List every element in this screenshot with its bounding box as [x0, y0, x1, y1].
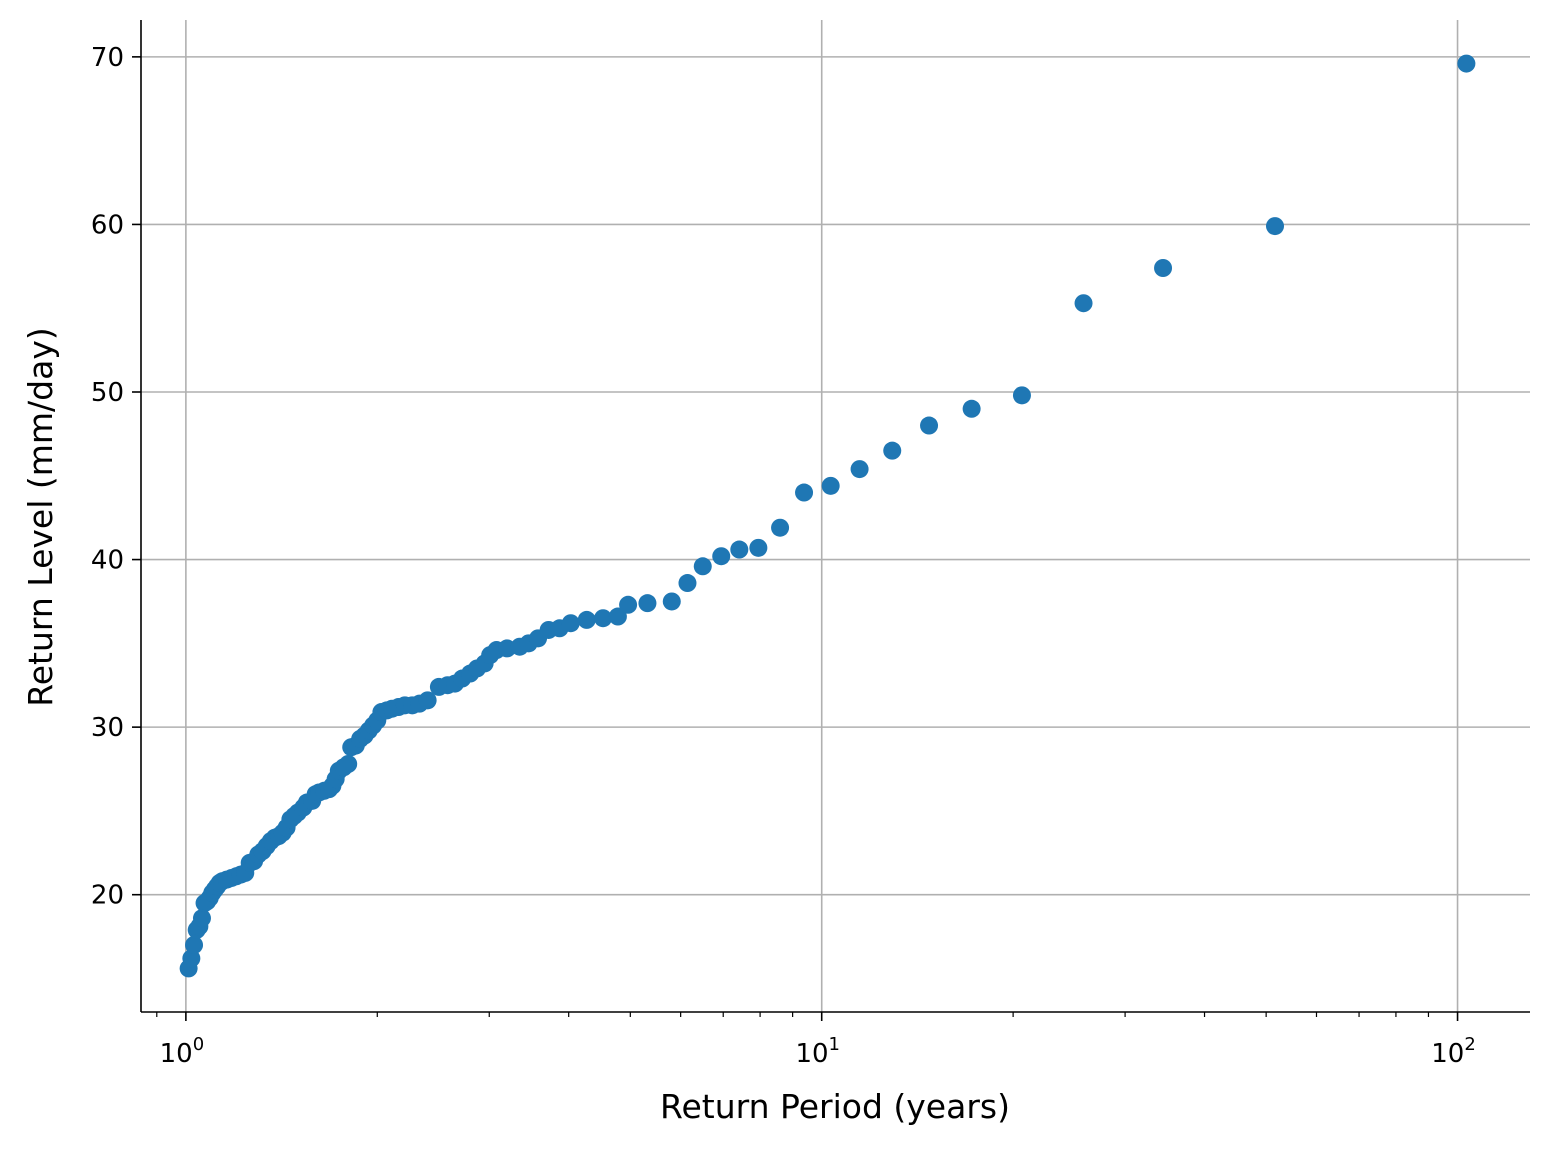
data-point [418, 691, 437, 710]
data-point [1457, 54, 1476, 73]
data-point [1012, 386, 1031, 405]
data-point [1154, 259, 1173, 277]
data-point [1266, 217, 1285, 236]
data-points [179, 54, 1476, 978]
data-point [850, 460, 869, 479]
data-point [771, 518, 790, 537]
data-point [730, 540, 749, 559]
data-point [182, 949, 201, 968]
axes [140, 20, 1530, 1013]
data-point [795, 483, 814, 502]
data-point [1074, 294, 1093, 313]
y-tick-label: 20 [91, 881, 124, 911]
data-point [883, 441, 902, 460]
grid-lines [141, 20, 1530, 1012]
data-point [185, 935, 204, 954]
data-point [712, 547, 731, 566]
ticks: 20 30 40 50 60 70 100 101 102 [91, 43, 1476, 1069]
y-tick-label: 70 [91, 43, 124, 73]
y-tick-label: 60 [91, 210, 124, 240]
x-tick-label: 101 [795, 1034, 840, 1069]
y-tick-label: 30 [91, 713, 124, 743]
data-point [638, 594, 657, 613]
y-tick-label: 50 [91, 378, 124, 408]
y-axis-label: Return Level (mm/day) [21, 327, 60, 706]
data-point [608, 607, 627, 626]
data-point [749, 538, 768, 557]
data-point [693, 557, 712, 576]
y-tick-label: 40 [91, 546, 124, 576]
data-point [678, 574, 697, 593]
data-point [821, 476, 840, 495]
data-point [339, 755, 358, 773]
x-tick-label: 102 [1431, 1034, 1476, 1069]
data-point [920, 416, 939, 435]
data-point [962, 399, 981, 418]
data-point [619, 595, 638, 614]
data-point [662, 592, 681, 611]
x-tick-label: 100 [160, 1034, 205, 1069]
x-axis-label: Return Period (years) [660, 1087, 1010, 1126]
data-point [561, 614, 580, 633]
data-point [192, 909, 211, 928]
data-point [577, 610, 596, 629]
data-point [594, 609, 613, 628]
